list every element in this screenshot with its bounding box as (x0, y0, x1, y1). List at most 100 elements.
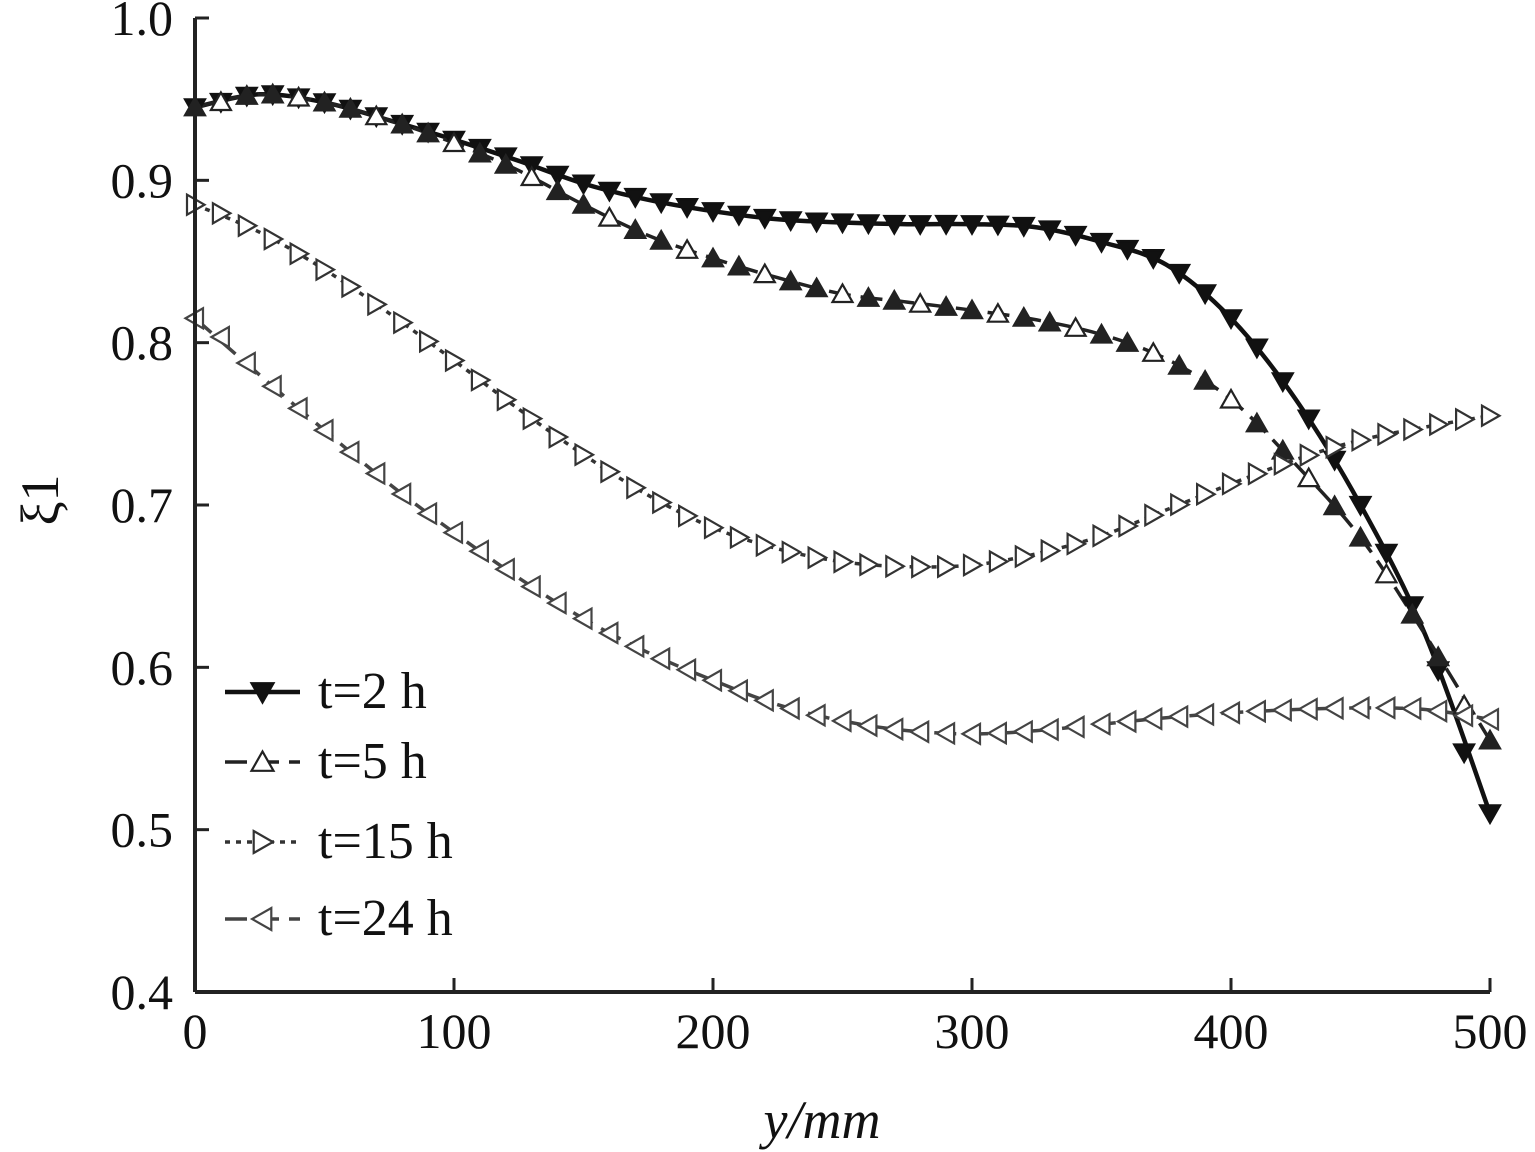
data-point (752, 208, 777, 230)
x-axis-label: y/mm (759, 1090, 881, 1150)
data-point (675, 657, 697, 682)
data-point (1037, 717, 1059, 742)
data-point (960, 298, 984, 320)
data-point (623, 634, 645, 659)
data-point (393, 310, 414, 335)
data-point (545, 591, 567, 615)
data-point (986, 721, 1008, 746)
legend-label-3: t=15 h (318, 813, 453, 870)
data-point (649, 646, 671, 671)
data-point (626, 475, 648, 500)
data-point (1115, 239, 1140, 261)
data-point (1037, 310, 1062, 332)
data-point (727, 254, 751, 276)
data-point (1322, 696, 1344, 721)
data-point (237, 213, 259, 238)
legend-marker-4 (249, 906, 273, 932)
data-point (677, 504, 699, 528)
data-point (804, 703, 826, 728)
data-point (1480, 403, 1502, 428)
data-point (908, 291, 933, 313)
data-point (548, 425, 570, 449)
data-point (1193, 368, 1217, 390)
y-tick-label: 0.7 (111, 477, 174, 533)
y-tick-label: 0.4 (111, 964, 174, 1020)
data-point (986, 301, 1010, 323)
data-point (1296, 697, 1318, 721)
data-point (1296, 466, 1321, 488)
data-point (260, 82, 285, 104)
data-point (289, 241, 311, 266)
data-point (962, 553, 984, 577)
x-tick-label: 500 (1453, 1003, 1528, 1059)
data-point (1167, 353, 1192, 375)
data-point (856, 713, 878, 738)
data-point (597, 181, 622, 203)
axes (193, 16, 1492, 994)
series-2-markers (183, 82, 1502, 750)
data-point (1273, 452, 1295, 476)
y-tick-label: 0.8 (111, 315, 174, 371)
data-point (1400, 696, 1422, 721)
data-point (209, 325, 230, 349)
data-point (1374, 562, 1399, 584)
legend-marker-1 (249, 682, 276, 705)
series-4-markers (183, 306, 1500, 746)
data-point (338, 440, 360, 464)
data-point (778, 211, 803, 233)
tick-labels: 0 100 200 300 400 500 0.4 0.5 0.6 0.7 0.8 0.9 1.0 (111, 0, 1528, 1059)
data-point (390, 112, 415, 134)
data-point (1115, 331, 1140, 352)
data-point (703, 515, 725, 540)
data-point (778, 696, 800, 721)
data-point (781, 540, 803, 564)
data-point (1089, 712, 1111, 736)
data-point (1170, 492, 1191, 517)
data-point (701, 668, 723, 693)
data-point (830, 213, 855, 235)
data-point (623, 187, 648, 209)
data-point (367, 292, 389, 317)
legend-label-1: t=2 h (318, 663, 427, 720)
data-point (986, 215, 1010, 237)
legend-marker-2 (249, 749, 276, 772)
data-point (1092, 523, 1114, 548)
data-point (1141, 249, 1166, 270)
data-point (1144, 503, 1166, 528)
data-point (1167, 263, 1192, 285)
data-point (1193, 284, 1217, 306)
data-point (833, 549, 855, 574)
data-point (1195, 482, 1217, 507)
data-point (830, 709, 852, 733)
data-point (1167, 704, 1189, 729)
data-point (727, 205, 751, 227)
data-point (1245, 699, 1267, 724)
data-point (908, 719, 930, 744)
data-point (1325, 435, 1347, 460)
data-point (1400, 602, 1425, 624)
data-point (623, 218, 648, 239)
data-point (545, 179, 570, 201)
data-point (753, 688, 774, 713)
data-point (444, 348, 466, 373)
y-tick-label: 0.5 (111, 802, 174, 858)
data-point (1245, 338, 1269, 360)
y-tick-label: 1.0 (111, 0, 174, 46)
data-point (675, 238, 699, 259)
legend-label-4: t=24 h (318, 890, 453, 947)
data-point (1040, 538, 1062, 563)
x-tick-label: 0 (183, 1003, 208, 1059)
data-point (1063, 715, 1085, 739)
data-point (649, 193, 674, 215)
data-point (1478, 728, 1502, 750)
data-point (1299, 443, 1321, 468)
data-point (1429, 412, 1450, 437)
data-point (1452, 743, 1476, 765)
data-point (856, 214, 881, 236)
data-point (442, 520, 464, 545)
data-point (856, 286, 881, 307)
data-point (1377, 422, 1399, 447)
series-line-2 (194, 92, 1492, 742)
data-point (727, 678, 749, 703)
